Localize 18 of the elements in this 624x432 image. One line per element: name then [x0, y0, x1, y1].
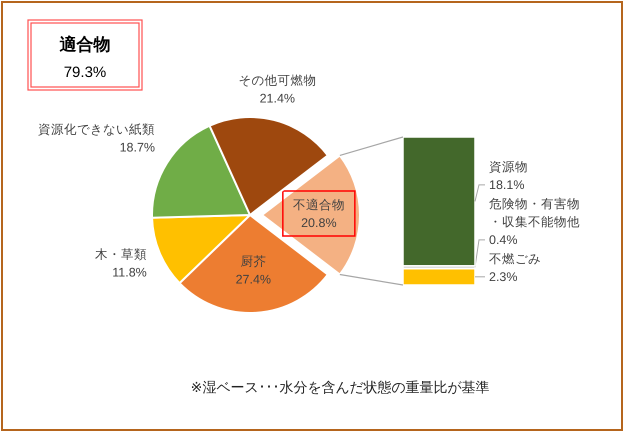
series-label: 資源物	[489, 160, 528, 174]
data-label: 2.3%	[489, 270, 518, 284]
slice-label: 木・草類	[94, 247, 147, 262]
slice-label: 不適合物	[292, 197, 345, 212]
data-label: 11.8%	[112, 265, 147, 280]
data-label: 21.4%	[260, 91, 296, 106]
data-label: 18.7%	[120, 140, 156, 155]
data-label: 27.4%	[236, 272, 272, 287]
data-label: 20.8%	[301, 216, 337, 230]
slice-label: 資源化できない紙類	[38, 122, 156, 137]
text: ※湿ベース･･･水分を含んだ状態の重量比が基準	[190, 379, 490, 395]
data-label: 0.4%	[489, 232, 518, 247]
data-label: 18.1%	[489, 178, 524, 192]
slice-label: 厨芥	[240, 254, 266, 269]
slice-label: その他可燃物	[238, 73, 316, 88]
text: 危険物・有害物・収集不能物他	[489, 196, 580, 229]
series-label: 不燃ごみ	[489, 252, 541, 266]
text: 適合物 79.3%	[60, 35, 110, 81]
